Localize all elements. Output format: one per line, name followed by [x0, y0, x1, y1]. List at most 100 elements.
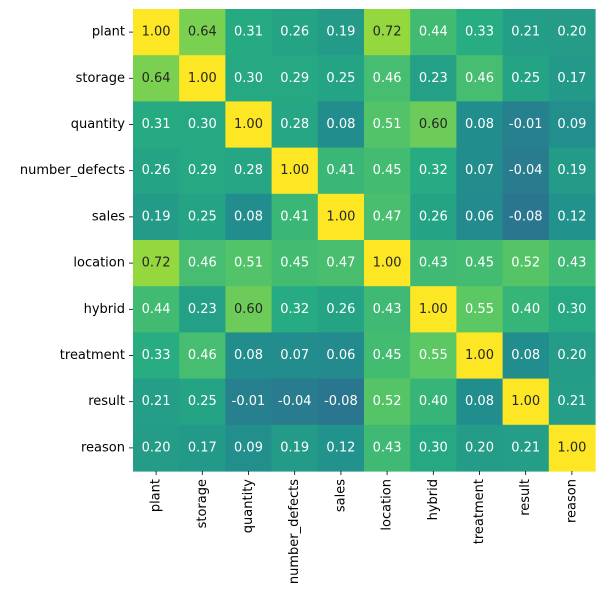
- cell-value-label: 0.20: [465, 440, 494, 455]
- cell-value-label: 0.12: [326, 440, 355, 455]
- heatmap-cell-hybrid-number_defects: [271, 286, 319, 333]
- heatmap-cell-storage-hybrid: [410, 55, 457, 102]
- cell-value-label: 0.29: [188, 163, 217, 178]
- cell-value-label: 0.33: [142, 348, 171, 363]
- heatmap-cell-reason-number_defects: [271, 424, 319, 472]
- cell-value-label: 0.26: [419, 209, 448, 224]
- cell-value-label: 0.19: [557, 163, 586, 178]
- x-tick-label: location: [380, 479, 395, 531]
- heatmap-cell-location-number_defects: [271, 240, 319, 287]
- heatmap-cell-hybrid-sales: [317, 286, 365, 333]
- cell-value-label: 0.23: [419, 71, 448, 86]
- cell-value-label: 0.21: [511, 25, 540, 40]
- cell-value-label: 0.25: [511, 71, 540, 86]
- heatmap-cell-result-quantity: [225, 378, 273, 426]
- cell-value-label: 0.52: [373, 394, 402, 409]
- heatmap-cell-plant-storage: [179, 9, 226, 56]
- heatmap-cell-number_defects-number_defects: [271, 147, 319, 195]
- heatmap-cell-sales-number_defects: [271, 193, 319, 241]
- heatmap-cell-quantity-quantity: [225, 101, 273, 149]
- x-tick-label: treatment: [472, 479, 487, 544]
- cell-value-label: 1.00: [234, 117, 263, 132]
- heatmap-cell-location-hybrid: [410, 240, 457, 287]
- x-axis-tick-labels: plant storage quantity number_defects sales l…: [149, 471, 579, 584]
- x-tick-label: plant: [149, 479, 164, 512]
- cell-value-label: 1.00: [511, 394, 540, 409]
- cell-value-label: 0.46: [188, 348, 217, 363]
- cell-value-label: 0.55: [465, 302, 494, 317]
- cell-value-label: 0.09: [234, 440, 263, 455]
- heatmap-cell-quantity-number_defects: [271, 101, 319, 149]
- heatmap-cell-location-result: [502, 240, 550, 287]
- cell-value-label: 0.19: [280, 440, 309, 455]
- heatmap-cell-number_defects-plant: [133, 147, 180, 195]
- heatmap-cell-reason-result: [502, 424, 550, 472]
- cell-value-label: 0.64: [188, 25, 217, 40]
- heatmap-cell-plant-plant: [133, 9, 180, 56]
- heatmap-cell-result-number_defects: [271, 378, 319, 426]
- cell-value-label: 0.06: [326, 348, 355, 363]
- heatmap-cell-result-storage: [179, 378, 226, 426]
- cell-value-label: 0.43: [419, 256, 448, 271]
- cell-value-label: 0.25: [188, 209, 217, 224]
- x-tick-label: storage: [195, 479, 210, 528]
- y-tick-label: plant: [92, 25, 125, 40]
- heatmap-cell-result-treatment: [456, 378, 504, 426]
- heatmap-cell-treatment-hybrid: [410, 332, 457, 380]
- heatmap-cell-location-treatment: [456, 240, 504, 287]
- y-tick-label: number_defects: [20, 163, 125, 178]
- x-tick-label: result: [518, 479, 533, 516]
- cell-value-label: 0.52: [511, 256, 540, 271]
- cell-value-label: 0.40: [419, 394, 448, 409]
- y-tick-label: sales: [92, 209, 125, 224]
- heatmap-cell-plant-reason: [548, 9, 596, 56]
- cell-value-label: 0.21: [511, 440, 540, 455]
- heatmap-cell-number_defects-quantity: [225, 147, 273, 195]
- heatmap-cell-plant-location: [364, 9, 411, 56]
- cell-value-label: 0.31: [234, 25, 263, 40]
- cell-value-label: -0.04: [278, 394, 312, 409]
- heatmap-cell-quantity-plant: [133, 101, 180, 149]
- heatmap-cell-plant-sales: [317, 9, 365, 56]
- cell-value-label: 0.29: [280, 71, 309, 86]
- cell-value-label: 0.19: [326, 25, 355, 40]
- cell-value-label: 0.20: [557, 348, 586, 363]
- heatmap-cell-location-sales: [317, 240, 365, 287]
- heatmap-cell-treatment-storage: [179, 332, 226, 380]
- cell-value-label: -0.04: [509, 163, 543, 178]
- cell-value-label: 0.45: [373, 348, 402, 363]
- cell-value-label: 0.17: [188, 440, 217, 455]
- heatmap-cell-reason-hybrid: [410, 424, 457, 472]
- heatmap-cell-sales-storage: [179, 193, 226, 241]
- heatmap-cell-number_defects-result: [502, 147, 550, 195]
- heatmap-cell-sales-result: [502, 193, 550, 241]
- cell-value-label: 0.08: [511, 348, 540, 363]
- cell-value-label: 0.46: [188, 256, 217, 271]
- heatmap-cell-hybrid-hybrid: [410, 286, 457, 333]
- x-tick-label: hybrid: [426, 479, 441, 520]
- heatmap-cell-treatment-result: [502, 332, 550, 380]
- cell-value-label: 0.20: [142, 440, 171, 455]
- y-tick-label: location: [73, 256, 125, 271]
- cell-value-label: -0.08: [509, 209, 543, 224]
- heatmap-cell-sales-sales: [317, 193, 365, 241]
- cell-value-label: 0.23: [188, 302, 217, 317]
- heatmap-cell-treatment-plant: [133, 332, 180, 380]
- heatmap-cell-quantity-treatment: [456, 101, 504, 149]
- heatmap-cell-number_defects-treatment: [456, 147, 504, 195]
- heatmap-cell-location-location: [364, 240, 411, 287]
- heatmap-cell-quantity-hybrid: [410, 101, 457, 149]
- x-tick-label: number_defects: [287, 479, 302, 584]
- cell-value-label: 0.46: [465, 71, 494, 86]
- heatmap-cell-storage-result: [502, 55, 550, 102]
- heatmap-cell-sales-treatment: [456, 193, 504, 241]
- cell-value-label: 0.07: [280, 348, 309, 363]
- heatmap-cell-result-hybrid: [410, 378, 457, 426]
- cell-value-label: 1.00: [142, 25, 171, 40]
- heatmap-cell-hybrid-treatment: [456, 286, 504, 333]
- cell-value-label: 0.51: [373, 117, 402, 132]
- heatmap-cell-sales-quantity: [225, 193, 273, 241]
- heatmap-cell-storage-storage: [179, 55, 226, 102]
- cell-value-label: 0.21: [557, 394, 586, 409]
- heatmap-cell-treatment-location: [364, 332, 411, 380]
